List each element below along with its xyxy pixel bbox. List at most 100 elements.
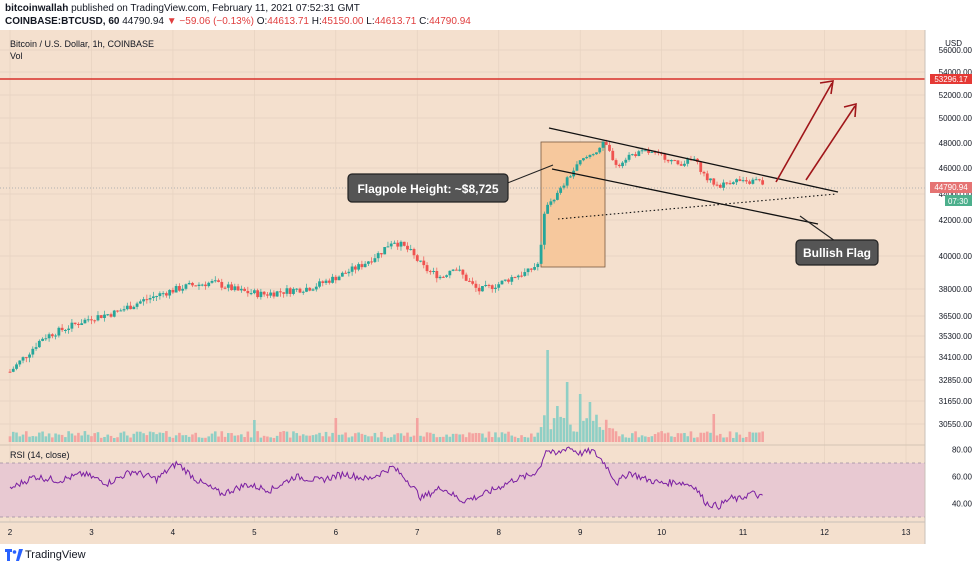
volume-bar xyxy=(696,437,699,442)
volume-bar xyxy=(204,437,207,442)
volume-bar xyxy=(419,435,422,442)
candle-body xyxy=(285,288,289,294)
candle-body xyxy=(650,151,654,153)
candle-body xyxy=(565,177,569,186)
candle-body xyxy=(481,286,484,292)
volume-bar xyxy=(637,437,641,442)
volume-bar xyxy=(122,431,126,442)
volume-bar xyxy=(477,433,481,442)
candle-body xyxy=(86,319,90,321)
candle-body xyxy=(24,357,28,359)
candle-body xyxy=(47,334,51,339)
rsi-tick-label: 80.00 xyxy=(952,446,973,455)
candle-body xyxy=(640,150,644,152)
candle-body xyxy=(598,147,602,153)
volume-bar xyxy=(11,431,15,442)
flagpole-callout[interactable] xyxy=(347,173,509,203)
price-tick-label: 56000.00 xyxy=(939,46,973,55)
candle-body xyxy=(702,171,706,174)
volume-bar xyxy=(712,414,716,442)
volume-bar xyxy=(223,436,227,442)
volume-bar xyxy=(200,437,204,442)
candle-body xyxy=(399,241,403,247)
volume-bar xyxy=(666,432,670,442)
volume-bar xyxy=(445,434,448,442)
volume-bar xyxy=(318,432,321,442)
candle-body xyxy=(715,184,719,186)
volume-bar xyxy=(722,437,725,442)
volume-bar xyxy=(259,437,263,442)
candle-body xyxy=(138,301,142,304)
volume-bar xyxy=(28,436,31,442)
candle-body xyxy=(393,242,396,244)
candle-body xyxy=(370,261,374,263)
volume-bar xyxy=(699,432,703,442)
volume-bar xyxy=(464,437,468,442)
candle-body xyxy=(11,368,15,372)
flag-callout[interactable] xyxy=(795,239,879,266)
volume-bar xyxy=(461,434,465,442)
candle-body xyxy=(738,179,742,181)
resistance-price-text: 53296.17 xyxy=(934,75,968,84)
candle-body xyxy=(533,267,536,270)
candle-body xyxy=(184,284,188,289)
candle-body xyxy=(44,338,48,340)
candle-body xyxy=(243,288,246,291)
candle-body xyxy=(262,291,266,295)
candle-body xyxy=(174,286,178,293)
candle-body xyxy=(552,199,556,202)
volume-bar xyxy=(256,431,259,442)
candle-body xyxy=(373,258,377,262)
time-axis[interactable]: 2 3 4 5 6 7 8 9 10 11 12 13 xyxy=(8,528,911,537)
candle-body xyxy=(298,288,302,293)
candle-body xyxy=(161,293,165,295)
volume-bar xyxy=(249,437,253,442)
candle-body xyxy=(132,306,136,310)
volume-bar xyxy=(389,437,393,442)
volume-bar xyxy=(402,435,406,442)
candle-body xyxy=(122,309,126,311)
volume-bar xyxy=(598,427,602,442)
high-value: 45150.00 xyxy=(321,16,364,27)
last-price-text: 44790.94 xyxy=(934,183,968,192)
candle-body xyxy=(187,282,191,285)
candle-body xyxy=(468,280,471,282)
volume-bar xyxy=(451,433,455,442)
volume-bar xyxy=(233,435,237,442)
volume-bar xyxy=(399,433,403,442)
volume-bar xyxy=(314,434,318,442)
candle-body xyxy=(282,292,286,294)
flag-pointer xyxy=(799,215,836,242)
volume-bar xyxy=(99,437,103,442)
volume-bar xyxy=(484,437,487,442)
volume-bar xyxy=(360,433,364,442)
volume-bar xyxy=(305,435,308,442)
volume-bar xyxy=(569,424,572,442)
volume-bar xyxy=(83,431,87,442)
tradingview-logo-icon[interactable] xyxy=(5,549,23,561)
volume-bar xyxy=(565,382,569,442)
candle-body xyxy=(415,255,419,261)
volume-bar xyxy=(187,436,191,442)
volume-bar xyxy=(376,437,380,442)
candle-body xyxy=(191,282,194,286)
tradingview-brand[interactable]: TradingView xyxy=(25,549,86,561)
volume-bar xyxy=(425,432,429,442)
publisher-name[interactable]: bitcoinwallah xyxy=(5,3,69,14)
volume-bar xyxy=(279,431,282,442)
volume-bar xyxy=(503,433,507,442)
volume-bar xyxy=(292,431,295,442)
volume-bar xyxy=(142,433,145,442)
time-tick-label: 8 xyxy=(497,528,502,537)
time-tick-label: 13 xyxy=(902,528,911,537)
candle-body xyxy=(748,181,752,184)
volume-bar xyxy=(51,437,54,442)
volume-bar xyxy=(536,432,540,442)
price-axis[interactable] xyxy=(925,30,980,544)
candle-body xyxy=(647,150,651,153)
volume-bar xyxy=(435,437,439,442)
price-chart[interactable]: Flagpole Height: ~$8,725 Bullish Flag Bi… xyxy=(0,30,980,544)
time-tick-label: 4 xyxy=(171,528,176,537)
rsi-ticks: 80.00 60.00 40.00 xyxy=(952,446,973,509)
candle-body xyxy=(380,253,383,255)
